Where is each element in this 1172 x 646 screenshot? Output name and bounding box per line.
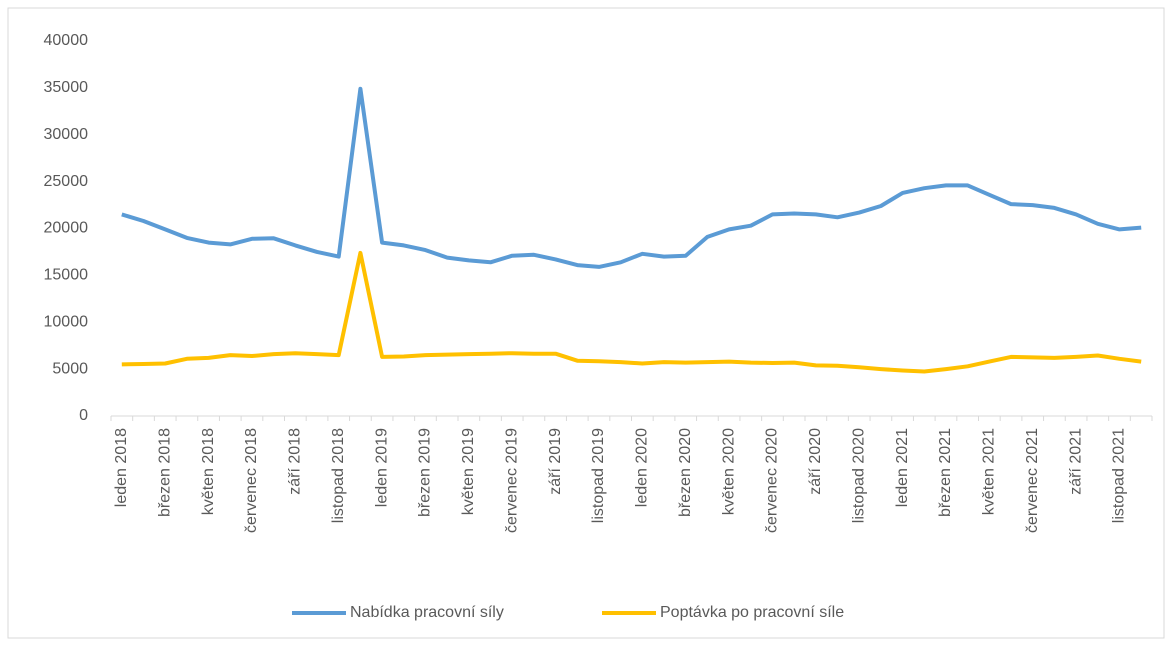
x-tick-label: září 2021 xyxy=(1067,428,1084,495)
x-tick-label: červenec 2018 xyxy=(243,428,260,533)
x-tick-label: červenec 2019 xyxy=(503,428,520,533)
x-tick-label: březen 2018 xyxy=(156,428,173,517)
x-tick-label: březen 2021 xyxy=(937,428,954,517)
legend-label: Nabídka pracovní síly xyxy=(350,604,504,621)
y-tick-label: 15000 xyxy=(44,267,89,284)
legend-label: Poptávka po pracovní síle xyxy=(660,604,844,621)
y-tick-label: 20000 xyxy=(44,220,89,237)
series-line xyxy=(121,86,1142,269)
x-tick-label: leden 2019 xyxy=(373,428,390,507)
y-tick-label: 0 xyxy=(79,407,88,424)
x-tick-label: září 2018 xyxy=(287,428,304,495)
x-tick-label: listopad 2020 xyxy=(850,428,867,523)
x-tick-label: březen 2020 xyxy=(677,428,694,517)
x-tick-label: leden 2020 xyxy=(634,428,651,507)
x-tick-label: květen 2021 xyxy=(981,428,998,515)
x-tick-label: listopad 2018 xyxy=(330,428,347,523)
series-line xyxy=(121,250,1142,374)
x-tick-label: září 2019 xyxy=(547,428,564,495)
x-tick-label: květen 2020 xyxy=(720,428,737,515)
x-tick-label: listopad 2021 xyxy=(1111,428,1128,523)
x-tick-label: listopad 2019 xyxy=(590,428,607,523)
x-tick-label: září 2020 xyxy=(807,428,824,495)
x-tick-label: leden 2018 xyxy=(113,428,130,507)
y-tick-label: 40000 xyxy=(44,32,89,49)
y-tick-label: 30000 xyxy=(44,126,89,143)
y-tick-label: 5000 xyxy=(52,360,88,377)
x-tick-label: červenec 2020 xyxy=(764,428,781,533)
x-tick-label: květen 2018 xyxy=(200,428,217,515)
x-tick-label: květen 2019 xyxy=(460,428,477,515)
x-tick-label: březen 2019 xyxy=(417,428,434,517)
y-tick-label: 25000 xyxy=(44,173,89,190)
y-tick-label: 10000 xyxy=(44,313,89,330)
chart-frame xyxy=(7,7,1165,639)
x-tick-label: leden 2021 xyxy=(894,428,911,507)
y-tick-label: 35000 xyxy=(44,79,89,96)
x-tick-label: červenec 2021 xyxy=(1024,428,1041,533)
